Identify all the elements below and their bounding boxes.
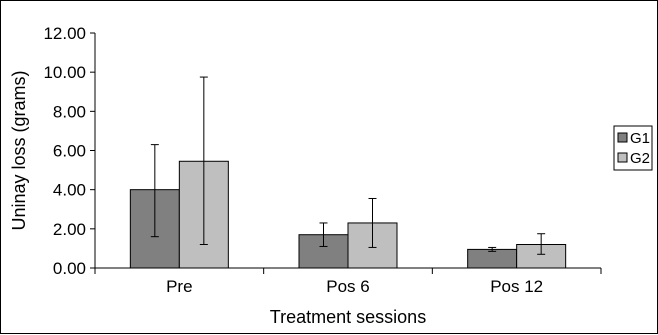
x-axis: Pre Pos 6 Pos 12 — [94, 267, 602, 296]
x-tick-label: Pre — [166, 277, 192, 296]
y-tick-label: 8.00 — [53, 102, 86, 121]
y-tick-label: 0.00 — [53, 259, 86, 278]
x-axis-title: Treatment sessions — [270, 307, 426, 327]
y-tick-label: 10.00 — [43, 63, 86, 82]
legend-swatch — [617, 132, 628, 143]
y-tick-label: 12.00 — [43, 24, 86, 43]
x-tick-label: Pos 12 — [490, 277, 543, 296]
bars — [129, 76, 567, 269]
y-tick-label: 4.00 — [53, 181, 86, 200]
bar-g1-2 — [467, 248, 518, 269]
y-tick-label: 6.00 — [53, 142, 86, 161]
y-axis-title: Uninay loss (grams) — [9, 70, 29, 230]
y-axis: 0.00 2.00 4.00 6.00 8.00 10.00 12.00 — [43, 24, 96, 278]
legend-swatch — [617, 152, 628, 163]
legend-label: G1 — [630, 130, 650, 147]
legend-label: G2 — [630, 150, 650, 167]
x-tick-label: Pos 6 — [326, 277, 369, 296]
y-tick-label: 2.00 — [53, 220, 86, 239]
